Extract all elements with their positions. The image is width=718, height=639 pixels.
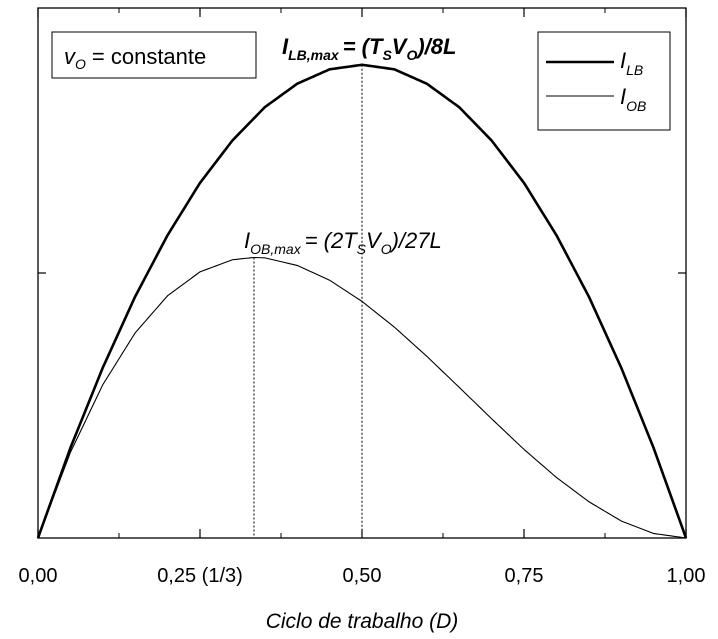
lb-max-eq-a: = (T [343, 34, 384, 59]
lb-max-eq-b: V [392, 34, 409, 59]
lb-max-symbol: I [282, 34, 289, 59]
legend-ob-sub: OB [626, 98, 646, 114]
x-tick-label: 0,50 [343, 565, 382, 587]
condition-var-sub: O [75, 56, 86, 72]
lb-max-eq-c: )/8L [415, 34, 456, 59]
ob-max-sub: OB,max [250, 241, 302, 257]
ob-max-eq-a: = (2T [305, 228, 359, 253]
legend-frame [537, 31, 671, 131]
condition-box-frame [51, 31, 257, 79]
legend: ILB IOB [537, 31, 671, 131]
ob-max-eq-c: )/27L [389, 228, 442, 253]
legend-lb-sub: LB [626, 62, 643, 78]
series-line-lb [36, 63, 688, 539]
ob-max-eq-s: S [357, 241, 367, 257]
series-lines [36, 63, 688, 539]
condition-var: v [64, 44, 77, 69]
x-tick-label: 0,75 [505, 565, 544, 587]
ob-max-annotation: IOB,max = (2TSVO)/27L [244, 228, 442, 257]
legend-label-ob: IOB [620, 84, 646, 114]
ob-max-eq-o: O [381, 241, 392, 257]
x-tick-label: 1,00 [667, 565, 706, 587]
max-guide-lines [253, 64, 363, 538]
lb-max-annotation: ILB,max = (TSVO)/8L [282, 34, 456, 63]
legend-ob-main: I [620, 84, 626, 109]
legend-label-lb: ILB [620, 48, 643, 78]
ob-max-eq-b: V [366, 228, 383, 253]
lb-max-eq-s: S [382, 47, 392, 63]
ob-max-symbol: I [244, 228, 250, 253]
lb-max-eq-o: O [406, 47, 417, 63]
x-axis-title: Ciclo de trabalho (D) [266, 610, 459, 633]
x-tick-label: 0,25 (1/3) [157, 565, 243, 587]
x-tick-label: 0,00 [19, 565, 58, 587]
condition-text: vO = constante [64, 44, 206, 72]
condition-rest: = constante [92, 44, 206, 69]
lb-max-sub: LB,max [288, 47, 340, 63]
legend-lb-main: I [620, 48, 626, 73]
condition-box: vO = constante [51, 31, 257, 79]
x-tick-labels: 0,00 0,25 (1/3) 0,50 0,75 1,00 [19, 565, 706, 587]
series-line-ob [37, 256, 687, 539]
